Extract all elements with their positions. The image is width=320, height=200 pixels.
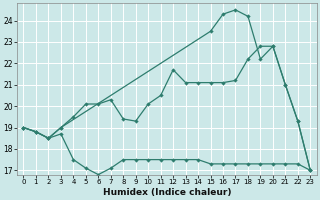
X-axis label: Humidex (Indice chaleur): Humidex (Indice chaleur) (103, 188, 231, 197)
